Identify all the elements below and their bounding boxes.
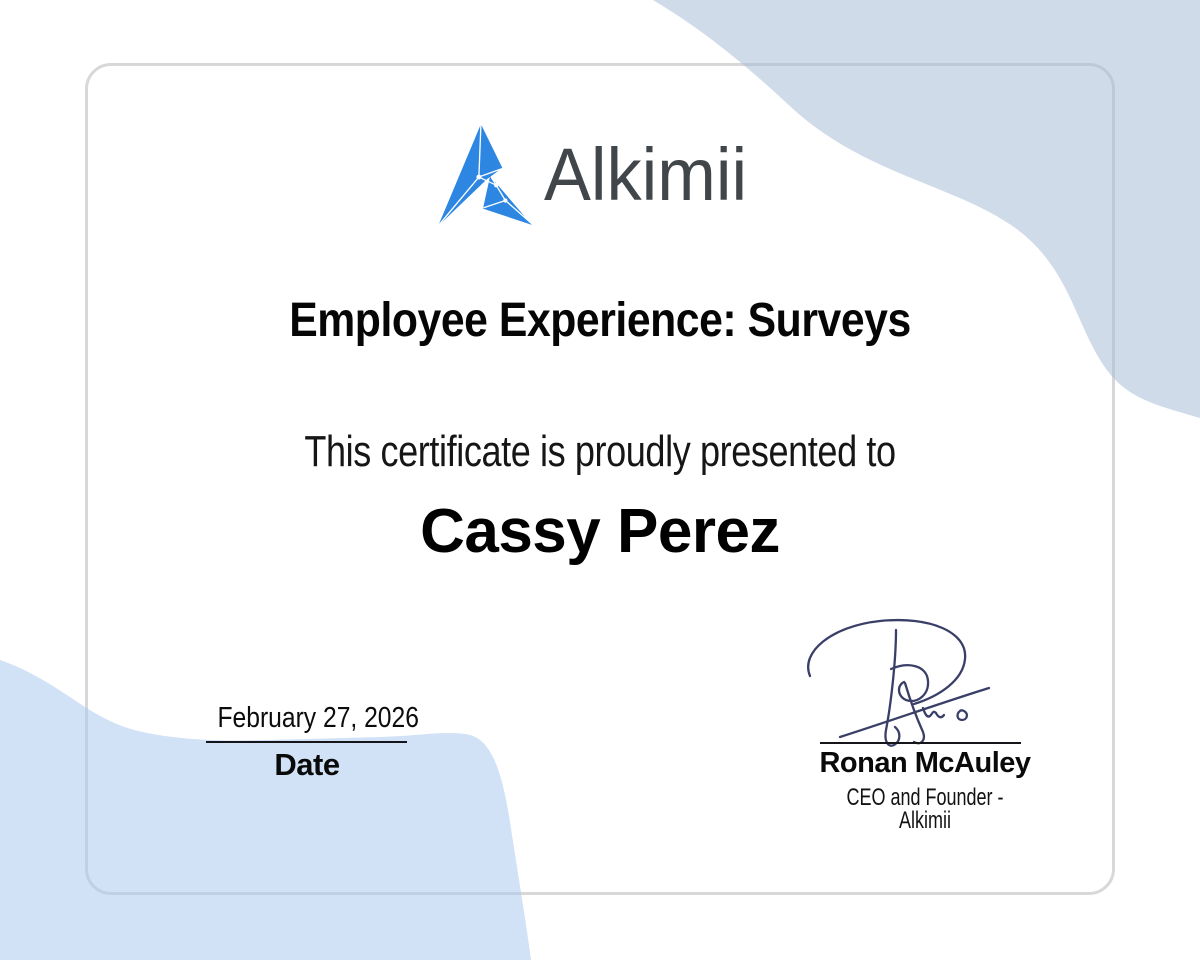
alkimii-triangle-icon: [437, 123, 532, 227]
signatory-name: Ronan McAuley: [819, 747, 1031, 779]
signatory-role-line2: Alkimii: [898, 807, 951, 834]
date-line: [206, 741, 407, 743]
date-label: Date: [274, 747, 340, 782]
brand-logo: Alkimii: [434, 121, 766, 231]
certificate-title: Employee Experience: Surveys: [289, 294, 911, 347]
signature-line: [820, 742, 1021, 744]
signatory-role: CEO and Founder - Alkimii: [828, 784, 1023, 834]
signature-icon: [807, 618, 991, 747]
date-value: February 27, 2026: [217, 702, 419, 734]
signatory-role-line1: CEO and Founder -: [846, 784, 1004, 811]
recipient-name: Cassy Perez: [420, 497, 780, 566]
brand-wordmark: Alkimii: [544, 133, 748, 216]
presented-text: This certificate is proudly presented to: [304, 427, 896, 476]
